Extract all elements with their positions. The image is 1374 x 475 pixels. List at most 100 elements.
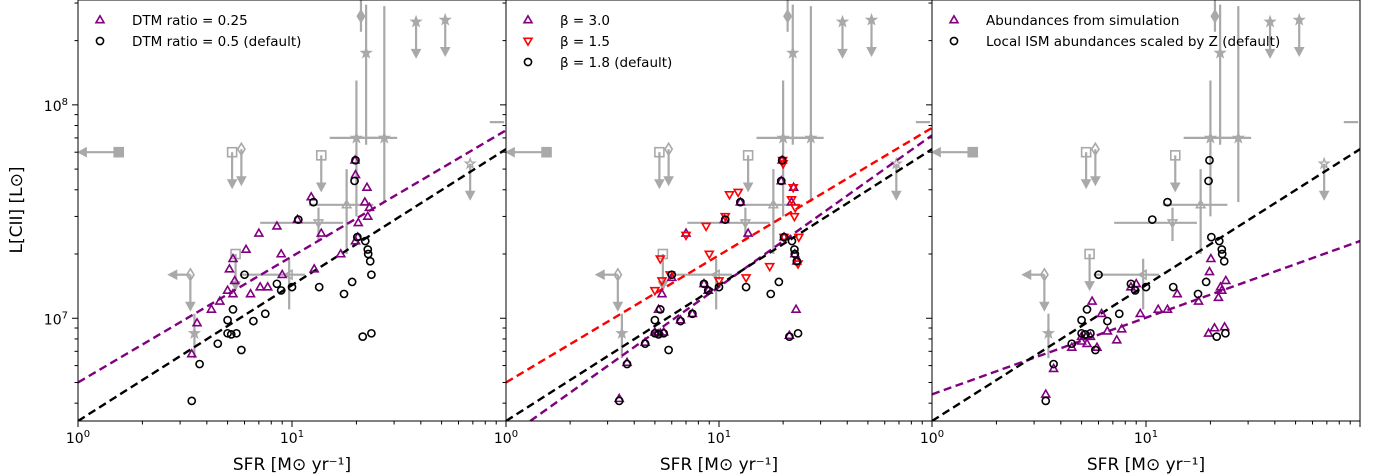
data-point bbox=[349, 154, 361, 164]
observation-point bbox=[1080, 146, 1092, 190]
data-point bbox=[1206, 232, 1216, 242]
data-point bbox=[360, 236, 370, 246]
legend-label: DTM ratio = 0.5 (default) bbox=[132, 34, 301, 50]
upper-limit-arrow bbox=[167, 269, 178, 281]
data-point bbox=[315, 227, 327, 237]
observation-point bbox=[409, 14, 423, 59]
observation-point bbox=[1041, 313, 1056, 359]
data-point bbox=[358, 332, 368, 342]
observation-marker bbox=[113, 146, 125, 158]
observation-point bbox=[78, 146, 125, 158]
data-point bbox=[698, 278, 710, 288]
data-point bbox=[367, 328, 376, 338]
data-point bbox=[223, 315, 232, 325]
observation-marker bbox=[804, 130, 818, 144]
observation-point bbox=[315, 150, 327, 193]
data-point bbox=[688, 309, 697, 319]
data-point bbox=[789, 212, 800, 223]
data-point bbox=[700, 222, 712, 233]
data-point bbox=[335, 248, 347, 258]
data-point bbox=[1067, 339, 1077, 349]
data-point bbox=[276, 268, 288, 279]
data-point bbox=[1091, 345, 1100, 355]
data-point bbox=[1201, 277, 1211, 287]
data-point bbox=[347, 277, 357, 287]
observation-point bbox=[1090, 141, 1101, 187]
data-point bbox=[1203, 327, 1214, 337]
upper-limit-arrow bbox=[1293, 47, 1305, 57]
data-point bbox=[262, 281, 274, 291]
data-point bbox=[1205, 155, 1214, 165]
observation-marker bbox=[283, 269, 293, 281]
data-point bbox=[361, 181, 373, 192]
data-point bbox=[622, 359, 632, 369]
upper-limit-arrow bbox=[932, 146, 941, 158]
observation-marker bbox=[1039, 267, 1049, 283]
data-point bbox=[359, 196, 371, 206]
data-point bbox=[275, 248, 287, 258]
observation-marker bbox=[185, 267, 195, 283]
data-point bbox=[779, 232, 789, 242]
observation-marker bbox=[315, 150, 327, 161]
data-point bbox=[789, 204, 801, 214]
data-point bbox=[227, 288, 239, 298]
data-point bbox=[676, 316, 685, 326]
data-point bbox=[1111, 334, 1123, 344]
observation-point bbox=[783, 0, 793, 32]
observation-point bbox=[359, 4, 373, 145]
observation-marker bbox=[1137, 269, 1147, 281]
data-point bbox=[1134, 307, 1146, 318]
observation-point bbox=[226, 146, 238, 190]
data-point bbox=[240, 270, 249, 280]
observation-marker bbox=[739, 219, 752, 229]
observation-marker bbox=[864, 12, 879, 26]
data-point bbox=[1209, 322, 1220, 332]
data-point bbox=[775, 175, 787, 185]
data-point bbox=[1221, 328, 1230, 338]
data-point bbox=[213, 339, 223, 349]
data-point bbox=[766, 289, 776, 299]
observation-point bbox=[438, 12, 452, 57]
observation-point bbox=[1292, 12, 1306, 57]
data-point bbox=[214, 295, 226, 305]
upper-limit-arrow bbox=[654, 179, 665, 190]
legend: β = 3.0 β = 1.5 β = 1.8 (default) bbox=[522, 13, 672, 71]
upper-limit-arrow bbox=[315, 182, 327, 193]
data-point bbox=[724, 190, 735, 201]
observation-marker bbox=[767, 198, 780, 209]
data-point bbox=[778, 233, 790, 243]
data-point bbox=[1041, 396, 1051, 406]
upper-limit-arrow bbox=[663, 176, 674, 187]
legend-marker bbox=[522, 14, 534, 24]
data-point bbox=[639, 336, 651, 347]
legend-marker bbox=[95, 36, 105, 46]
data-point bbox=[1152, 303, 1164, 313]
data-point bbox=[1141, 282, 1151, 292]
data-point bbox=[787, 236, 797, 246]
observation-point bbox=[1162, 169, 1228, 255]
data-point bbox=[1220, 274, 1232, 285]
data-point bbox=[1077, 315, 1086, 325]
data-point bbox=[224, 263, 235, 273]
observation-marker bbox=[1084, 248, 1095, 260]
data-point bbox=[350, 176, 359, 186]
data-point bbox=[367, 270, 376, 280]
data-point bbox=[702, 284, 714, 294]
x-axis-label: SFR [M⊙ yr⁻¹] bbox=[660, 455, 778, 475]
legend-marker bbox=[522, 37, 534, 47]
upper-limit-arrow bbox=[1021, 269, 1032, 281]
data-point bbox=[792, 256, 802, 266]
data-point bbox=[222, 284, 233, 294]
observation-marker bbox=[1169, 150, 1181, 161]
data-point bbox=[1126, 279, 1136, 289]
data-point bbox=[229, 274, 241, 285]
data-point bbox=[714, 282, 724, 292]
observation-marker bbox=[1090, 141, 1100, 157]
observation-marker bbox=[1080, 146, 1092, 158]
data-point bbox=[1216, 284, 1228, 294]
data-point bbox=[1077, 328, 1086, 338]
data-point bbox=[1193, 289, 1203, 299]
observation-point bbox=[889, 156, 904, 201]
y-tick-label: 107 bbox=[44, 310, 68, 328]
